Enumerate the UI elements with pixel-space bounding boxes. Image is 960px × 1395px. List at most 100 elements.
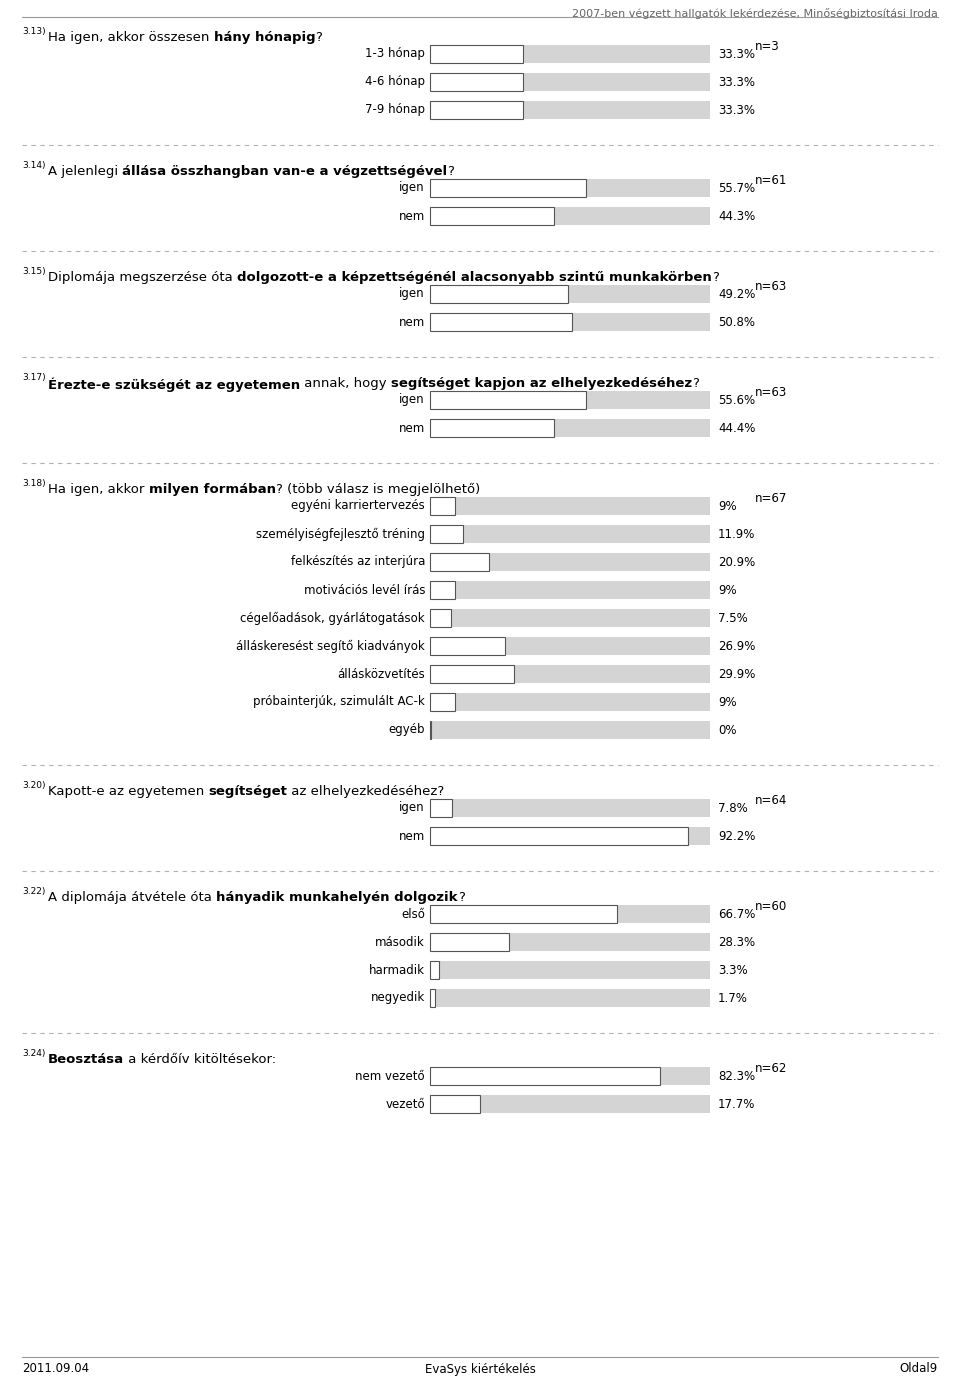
Bar	[430, 552, 489, 571]
Text: Kapott-e az egyetemen: Kapott-e az egyetemen	[48, 785, 208, 798]
Text: 3.24): 3.24)	[22, 1049, 45, 1057]
Text: 3.15): 3.15)	[22, 266, 46, 276]
Text: Oldal9: Oldal9	[900, 1363, 938, 1375]
Text: ?: ?	[458, 891, 465, 904]
Text: nem: nem	[398, 315, 425, 328]
Text: n=62: n=62	[755, 1063, 787, 1076]
Bar	[430, 580, 710, 598]
Text: cégelőadások, gyárlátogatások: cégelőadások, gyárlátogatások	[240, 611, 425, 625]
Bar	[430, 45, 710, 63]
Text: 3.13): 3.13)	[22, 27, 46, 36]
Text: 33.3%: 33.3%	[718, 47, 755, 60]
Text: 2011.09.04: 2011.09.04	[22, 1363, 89, 1375]
Bar	[430, 73, 523, 91]
Bar	[430, 418, 710, 437]
Bar	[430, 179, 710, 197]
Text: hányadik munkahelyén dolgozik: hányadik munkahelyén dolgozik	[216, 891, 458, 904]
Text: Diplomája megszerzése óta: Diplomája megszerzése óta	[48, 271, 237, 285]
Bar	[430, 285, 567, 303]
Text: n=3: n=3	[755, 40, 780, 53]
Text: 49.2%: 49.2%	[718, 287, 756, 300]
Bar	[430, 497, 710, 515]
Text: Ha igen, akkor összesen: Ha igen, akkor összesen	[48, 31, 214, 45]
Text: 44.3%: 44.3%	[718, 209, 756, 222]
Text: 1.7%: 1.7%	[718, 992, 748, 1004]
Bar	[430, 693, 455, 711]
Bar	[430, 933, 710, 951]
Text: 3.18): 3.18)	[22, 478, 46, 488]
Text: vezető: vezető	[385, 1098, 425, 1110]
Bar	[430, 525, 710, 543]
Bar	[430, 497, 455, 515]
Text: n=63: n=63	[755, 386, 787, 399]
Text: segítséget kapjon az elhelyezkedéséhez: segítséget kapjon az elhelyezkedéséhez	[391, 377, 692, 391]
Text: személyiségfejlesztő tréning: személyiségfejlesztő tréning	[256, 527, 425, 541]
Bar	[430, 1067, 660, 1085]
Text: 17.7%: 17.7%	[718, 1098, 756, 1110]
Text: motivációs levél írás: motivációs levél írás	[303, 583, 425, 597]
Text: 28.3%: 28.3%	[718, 936, 756, 949]
Text: 92.2%: 92.2%	[718, 830, 756, 843]
Bar	[430, 693, 710, 711]
Bar	[430, 552, 710, 571]
Bar	[430, 610, 710, 626]
Bar	[430, 933, 509, 951]
Text: 3.17): 3.17)	[22, 372, 46, 382]
Bar	[430, 525, 464, 543]
Text: 7-9 hónap: 7-9 hónap	[365, 103, 425, 117]
Bar	[430, 285, 710, 303]
Text: A diplomája átvétele óta: A diplomája átvétele óta	[48, 891, 216, 904]
Text: 50.8%: 50.8%	[718, 315, 755, 328]
Text: 9%: 9%	[718, 583, 736, 597]
Bar	[430, 638, 505, 656]
Text: n=61: n=61	[755, 174, 787, 187]
Text: 33.3%: 33.3%	[718, 103, 755, 117]
Bar	[430, 45, 523, 63]
Text: nem: nem	[398, 421, 425, 434]
Text: a kérdőív kitöltésekor:: a kérdőív kitöltésekor:	[124, 1053, 276, 1066]
Bar	[430, 580, 455, 598]
Text: A jelenlegi: A jelenlegi	[48, 165, 122, 179]
Text: 3.3%: 3.3%	[718, 964, 748, 976]
Text: harmadik: harmadik	[369, 964, 425, 976]
Text: Érezte-e szükségét az egyetemen: Érezte-e szükségét az egyetemen	[48, 377, 300, 392]
Text: hány hónapig: hány hónapig	[214, 31, 315, 45]
Text: n=64: n=64	[755, 795, 787, 808]
Text: Ha igen, akkor: Ha igen, akkor	[48, 483, 149, 497]
Bar	[430, 827, 710, 845]
Bar	[430, 665, 514, 684]
Bar	[430, 799, 710, 817]
Text: 4-6 hónap: 4-6 hónap	[365, 75, 425, 88]
Text: 3.14): 3.14)	[22, 160, 45, 170]
Text: 7.5%: 7.5%	[718, 611, 748, 625]
Text: igen: igen	[399, 802, 425, 815]
Bar	[430, 418, 554, 437]
Bar	[430, 721, 710, 739]
Bar	[430, 799, 452, 817]
Bar	[430, 73, 710, 91]
Text: 55.7%: 55.7%	[718, 181, 756, 194]
Text: igen: igen	[399, 393, 425, 406]
Text: n=60: n=60	[755, 901, 787, 914]
Text: felkészítés az interjúra: felkészítés az interjúra	[291, 555, 425, 569]
Bar	[430, 989, 710, 1007]
Text: 66.7%: 66.7%	[718, 908, 756, 921]
Bar	[430, 179, 586, 197]
Bar	[430, 989, 435, 1007]
Bar	[430, 206, 710, 225]
Text: annak, hogy: annak, hogy	[300, 377, 391, 391]
Text: nem: nem	[398, 209, 425, 222]
Text: 3.22): 3.22)	[22, 887, 45, 896]
Text: második: második	[375, 936, 425, 949]
Text: az elhelyezkedéséhez?: az elhelyezkedéséhez?	[287, 785, 444, 798]
Bar	[430, 312, 572, 331]
Text: EvaSys kiértékelés: EvaSys kiértékelés	[424, 1363, 536, 1375]
Bar	[430, 391, 710, 409]
Bar	[430, 961, 710, 979]
Text: ? (több válasz is megjelölhető): ? (több válasz is megjelölhető)	[276, 483, 480, 497]
Text: 55.6%: 55.6%	[718, 393, 756, 406]
Bar	[430, 905, 710, 923]
Text: 26.9%: 26.9%	[718, 639, 756, 653]
Bar	[430, 905, 616, 923]
Text: negyedik: negyedik	[371, 992, 425, 1004]
